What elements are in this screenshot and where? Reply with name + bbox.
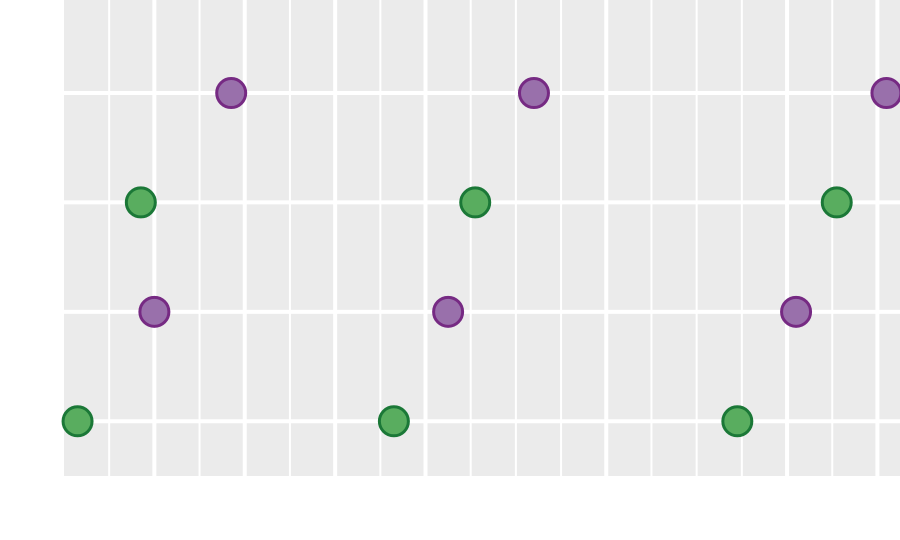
data-point	[780, 295, 813, 328]
plot-panel	[64, 0, 900, 476]
data-point	[432, 295, 465, 328]
minor-gridlines	[108, 0, 834, 476]
data-point	[721, 405, 754, 438]
data-point	[138, 295, 171, 328]
data-point	[820, 186, 853, 219]
major-gridlines	[64, 0, 900, 476]
data-point	[377, 405, 410, 438]
data-point	[215, 77, 248, 110]
data-point	[61, 405, 94, 438]
data-point	[124, 186, 157, 219]
data-points	[61, 77, 900, 438]
data-point	[870, 77, 900, 110]
data-point	[517, 77, 550, 110]
data-point	[459, 186, 492, 219]
